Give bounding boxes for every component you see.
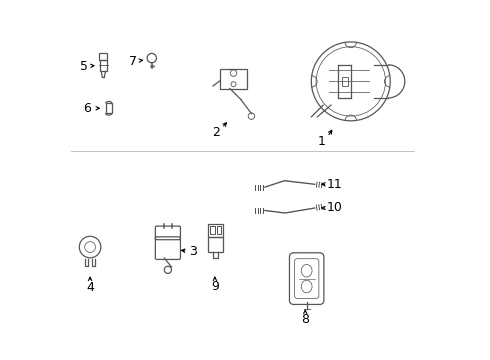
Text: 5: 5	[80, 60, 88, 73]
Text: 6: 6	[83, 102, 91, 115]
Bar	[208, 237, 223, 252]
Bar	[342, 77, 348, 86]
Text: 4: 4	[86, 281, 94, 294]
Bar	[217, 226, 221, 234]
Text: 3: 3	[189, 245, 197, 258]
Bar	[99, 53, 107, 60]
Text: 9: 9	[211, 280, 219, 293]
Bar	[210, 226, 215, 234]
Text: 11: 11	[327, 178, 343, 191]
Text: 7: 7	[129, 55, 137, 68]
Bar	[208, 224, 223, 237]
Bar	[105, 103, 112, 113]
Text: 10: 10	[327, 202, 343, 215]
Text: 8: 8	[301, 313, 309, 327]
Text: 2: 2	[212, 126, 220, 139]
Text: 1: 1	[318, 135, 325, 148]
Bar	[100, 60, 107, 71]
Bar	[220, 69, 247, 89]
